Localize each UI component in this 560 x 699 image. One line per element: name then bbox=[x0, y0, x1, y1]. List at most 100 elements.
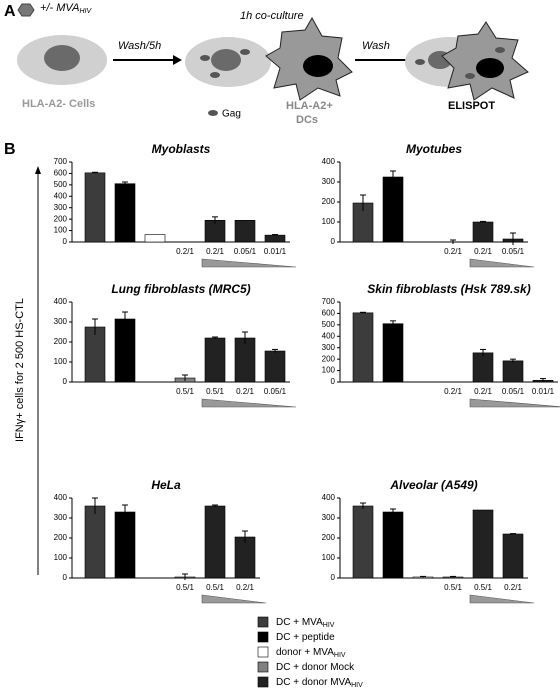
y-tick-label: 400 bbox=[322, 157, 336, 166]
dilution-wedge bbox=[469, 398, 560, 408]
gag bbox=[200, 55, 210, 61]
x-tick-label: 0.01/1 bbox=[264, 247, 287, 256]
bar bbox=[264, 234, 286, 243]
y-tick-label: 100 bbox=[322, 366, 336, 375]
bar bbox=[472, 509, 494, 579]
gag bbox=[415, 59, 425, 65]
bar bbox=[204, 337, 226, 383]
x-tick-label: 0.5/1 bbox=[206, 583, 224, 592]
x-tick-label: 0.05/1 bbox=[502, 387, 525, 396]
dilution-wedge bbox=[201, 398, 297, 408]
y-tick-label: 500 bbox=[322, 320, 336, 329]
legend-swatch bbox=[257, 661, 269, 673]
y-tick-label: 400 bbox=[54, 191, 68, 200]
bar bbox=[352, 505, 374, 579]
y-tick-label: 300 bbox=[322, 513, 336, 522]
virus-icon bbox=[17, 3, 35, 17]
chart-title: Alveolar (A549) bbox=[389, 478, 477, 492]
y-tick-label: 0 bbox=[63, 237, 68, 246]
dilution-wedge bbox=[201, 594, 267, 604]
x-tick-label: 0.2/1 bbox=[504, 583, 522, 592]
chart-title: Myoblasts bbox=[152, 142, 211, 156]
y-tick-label: 600 bbox=[54, 169, 68, 178]
dilution-wedge bbox=[469, 594, 535, 604]
readout-label: ELISPOT bbox=[448, 100, 495, 112]
bar bbox=[382, 511, 404, 579]
schematic bbox=[17, 3, 529, 116]
bar bbox=[352, 312, 374, 383]
y-tick-label: 0 bbox=[331, 237, 336, 246]
bar bbox=[84, 172, 106, 243]
dilution-wedge bbox=[469, 258, 535, 268]
chart-title: Skin fibroblasts (Hsk 789.sk) bbox=[367, 282, 530, 296]
panel-label: A bbox=[4, 3, 16, 20]
x-tick-label: 0.2/1 bbox=[444, 247, 462, 256]
y-tick-label: 400 bbox=[54, 297, 68, 306]
y-tick-label: 600 bbox=[322, 309, 336, 318]
x-tick-label: 0.05/1 bbox=[234, 247, 257, 256]
y-tick-label: 300 bbox=[322, 177, 336, 186]
gag-key bbox=[208, 110, 218, 116]
dc-label: DCs bbox=[296, 114, 318, 126]
treatment: +/- MVAHIV bbox=[40, 2, 92, 15]
legend-swatch bbox=[257, 616, 269, 628]
chart-title: Myotubes bbox=[406, 142, 462, 156]
x-tick-label: 0.5/1 bbox=[176, 583, 194, 592]
y-tick-label: 100 bbox=[54, 226, 68, 235]
nucleus bbox=[44, 45, 80, 71]
y-tick-label: 0 bbox=[331, 377, 336, 386]
legend-label: DC + donor MVAHIV bbox=[276, 677, 363, 689]
y-tick-label: 700 bbox=[322, 297, 336, 306]
x-tick-label: 0.2/1 bbox=[444, 387, 462, 396]
x-tick-label: 0.05/1 bbox=[502, 247, 525, 256]
gag bbox=[495, 47, 505, 53]
x-tick-label: 0.2/1 bbox=[206, 247, 224, 256]
bar bbox=[382, 176, 404, 243]
gag bbox=[210, 72, 220, 78]
cell-label: HLA-A2- Cells bbox=[22, 98, 95, 110]
x-tick-label: 0.5/1 bbox=[474, 583, 492, 592]
arrowhead bbox=[173, 55, 182, 65]
bar bbox=[144, 234, 166, 243]
y-tick-label: 200 bbox=[54, 214, 68, 223]
y-tick-label: 0 bbox=[331, 573, 336, 582]
dilution-wedge bbox=[201, 258, 297, 268]
legend-label: DC + donor Mock bbox=[276, 662, 355, 673]
step-label: 1h co-culture bbox=[240, 10, 304, 22]
y-tick-label: 0 bbox=[63, 377, 68, 386]
x-tick-label: 0.2/1 bbox=[474, 387, 492, 396]
y-tick-label: 200 bbox=[54, 337, 68, 346]
legend-label: DC + peptide bbox=[276, 632, 335, 643]
y-tick-label: 200 bbox=[322, 533, 336, 542]
x-tick-label: 0.01/1 bbox=[532, 387, 555, 396]
y-tick-label: 300 bbox=[54, 203, 68, 212]
y-tick-label: 300 bbox=[54, 513, 68, 522]
legend-label: donor + MVAHIV bbox=[276, 647, 346, 659]
bar bbox=[382, 323, 404, 383]
bar bbox=[264, 350, 286, 383]
y-tick-label: 400 bbox=[322, 493, 336, 502]
bar bbox=[114, 511, 136, 579]
legend-swatch bbox=[257, 676, 269, 688]
bar bbox=[502, 533, 524, 579]
legend-swatch bbox=[257, 646, 269, 658]
y-tick-label: 500 bbox=[54, 180, 68, 189]
bar bbox=[114, 183, 136, 243]
arrowhead bbox=[35, 166, 41, 174]
bar bbox=[502, 360, 524, 383]
bar bbox=[84, 326, 106, 383]
bar bbox=[234, 219, 256, 243]
nucleus bbox=[476, 58, 504, 78]
y-tick-label: 100 bbox=[54, 553, 68, 562]
legend-label: DC + MVAHIV bbox=[276, 617, 335, 629]
step-label: Wash bbox=[362, 40, 390, 52]
y-tick-label: 200 bbox=[54, 533, 68, 542]
x-tick-label: 0.5/1 bbox=[206, 387, 224, 396]
chart-title: Lung fibroblasts (MRC5) bbox=[111, 282, 250, 296]
y-tick-label: 0 bbox=[63, 573, 68, 582]
bar bbox=[234, 536, 256, 579]
y-tick-label: 700 bbox=[54, 157, 68, 166]
gag bbox=[240, 49, 250, 55]
x-tick-label: 0.2/1 bbox=[474, 247, 492, 256]
